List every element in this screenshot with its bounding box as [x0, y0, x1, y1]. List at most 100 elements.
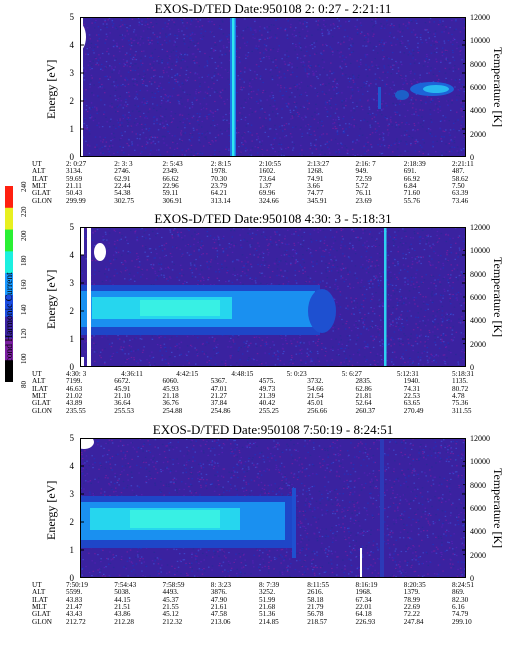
- ephemeris-value: 22.96: [162, 181, 179, 190]
- ephemeris-value: 43.89: [66, 399, 83, 408]
- ephemeris-value: 8:11:55: [307, 581, 329, 589]
- right-tick-label: 0: [470, 153, 474, 162]
- ephemeris-value: 487.: [452, 167, 465, 176]
- ephemeris-value: 37.84: [210, 399, 227, 408]
- ephemeris-value: 255.53: [114, 406, 135, 415]
- ephemeris-value: 5.72: [355, 181, 369, 190]
- ephemeris-value: 66.62: [162, 174, 179, 183]
- ephemeris-row-label: ILAT: [32, 595, 48, 604]
- y-axis-label: Energy [eV]: [44, 59, 58, 119]
- ephemeris-value: 21.55: [162, 602, 179, 611]
- y-tick-label: 2: [69, 96, 75, 106]
- ephemeris-value: 3876.: [210, 588, 227, 597]
- right-axis-label: Temperature [K]: [491, 257, 505, 338]
- panel-1-spectrogram: [80, 17, 466, 157]
- right-tick-label: 8000: [470, 59, 486, 69]
- right-tick-label: 4000: [470, 106, 486, 116]
- colorbar-segment: [5, 316, 13, 339]
- ephemeris-value: 212.72: [66, 617, 86, 626]
- ephemeris-value: 4:48:15: [231, 370, 254, 378]
- ephemeris-value: 254.86: [210, 406, 231, 415]
- ephemeris-value: 58.18: [307, 595, 324, 604]
- ephemeris-value: 3134.: [66, 167, 83, 176]
- colorbar-tick: 160: [20, 279, 28, 291]
- y-tick-label: 1: [69, 334, 75, 344]
- ephemeris-value: 21.11: [66, 181, 82, 190]
- colorbar-tick: 200: [20, 230, 28, 242]
- ephemeris-row-label: GLON: [32, 406, 52, 415]
- ephemeris-value: 56.78: [307, 610, 324, 619]
- ephemeris-row-label: ILAT: [32, 174, 48, 183]
- ephemeris-value: 21.47: [66, 602, 83, 611]
- ephemeris-value: 58.62: [452, 174, 469, 183]
- ephemeris-value: 256.66: [307, 406, 328, 415]
- ephemeris-value: 55.76: [403, 196, 420, 205]
- ephemeris-value: 51.99: [259, 595, 276, 604]
- ephemeris-value: 54.66: [307, 384, 324, 393]
- ephemeris-value: 254.88: [162, 406, 183, 415]
- ephemeris-value: 691.: [403, 167, 417, 176]
- ephemeris-value: 7199.: [66, 377, 83, 386]
- ephemeris-row-label: MLT: [32, 181, 47, 190]
- y-tick-label: 3: [69, 68, 75, 78]
- ephemeris-value: 44.15: [114, 595, 131, 604]
- ephemeris-value: 1135.: [452, 377, 468, 386]
- ephemeris-row-label: GLAT: [32, 610, 51, 619]
- ephemeris-value: 49.73: [259, 384, 276, 393]
- ephemeris-value: 67.34: [355, 595, 372, 604]
- ephemeris-value: 72.59: [355, 174, 372, 183]
- ephemeris-value: 45.91: [114, 384, 131, 393]
- y-tick-label: 2: [69, 306, 75, 316]
- ephemeris-value: 69.96: [259, 189, 276, 198]
- colorbar-tick: 120: [20, 328, 28, 340]
- y-tick-label: 4: [69, 461, 75, 471]
- ephemeris-value: 3732.: [307, 377, 324, 386]
- ephemeris-value: 22.69: [403, 602, 420, 611]
- ephemeris-value: 302.75: [114, 196, 135, 205]
- ephemeris-value: 74.31: [403, 384, 420, 393]
- colorbar-tick: 100: [20, 353, 28, 364]
- ephemeris-value: 45.01: [307, 399, 324, 408]
- ephemeris-value: 2: 3: 3: [114, 160, 133, 168]
- ephemeris-value: 6060.: [162, 377, 179, 386]
- right-tick-label: 4000: [470, 316, 486, 326]
- ephemeris-row-label: MLT: [32, 602, 47, 611]
- ephemeris-value: 21.39: [259, 391, 276, 400]
- ephemeris-value: 1.37: [259, 181, 272, 190]
- ephemeris-value: 70.30: [210, 174, 227, 183]
- ephemeris-value: 213.06: [210, 617, 231, 626]
- ephemeris-value: 324.66: [259, 196, 279, 205]
- ephemeris-value: 47.90: [210, 595, 227, 604]
- ephemeris-value: 59.69: [66, 174, 83, 183]
- ephemeris-value: 247.84: [403, 617, 424, 626]
- panel-3-spectrogram: [80, 438, 466, 578]
- ephemeris-value: 73.64: [259, 174, 276, 183]
- right-tick-label: 0: [470, 363, 474, 372]
- ephemeris-value: 255.25: [259, 406, 279, 415]
- ephemeris-value: 2: 5:43: [162, 160, 183, 168]
- y-tick-label: 2: [69, 517, 75, 527]
- ephemeris-value: 43.83: [66, 595, 83, 604]
- ephemeris-value: 226.93: [355, 617, 376, 626]
- ephemeris-value: 63.39: [452, 189, 469, 198]
- colorbar-segment: [5, 273, 13, 296]
- ephemeris-value: 7:58:59: [162, 581, 185, 589]
- ephemeris-row-label: UT: [32, 581, 42, 589]
- ephemeris-value: 66.92: [403, 174, 420, 183]
- colorbar-label: Second Harmonic Current: [5, 272, 15, 372]
- ephemeris-value: 78.99: [403, 595, 420, 604]
- y-axis-label: Energy [eV]: [44, 269, 58, 329]
- ephemeris-value: 45.93: [162, 384, 179, 393]
- colorbar-segment: [5, 229, 13, 252]
- colorbar-tick: 240: [20, 181, 28, 193]
- colorbar: [5, 186, 13, 382]
- colorbar-segment: [5, 207, 13, 231]
- ephemeris-value: 22.44: [114, 181, 131, 190]
- ephemeris-value: 4.78: [452, 391, 465, 400]
- right-tick-label: 10000: [470, 36, 490, 46]
- colorbar-segment: [5, 186, 13, 209]
- y-tick-label: 4: [69, 250, 75, 260]
- ephemeris-value: 2349.: [162, 167, 179, 176]
- ephemeris-value: 7:54:43: [114, 581, 137, 589]
- ephemeris-value: 2616.: [307, 588, 324, 597]
